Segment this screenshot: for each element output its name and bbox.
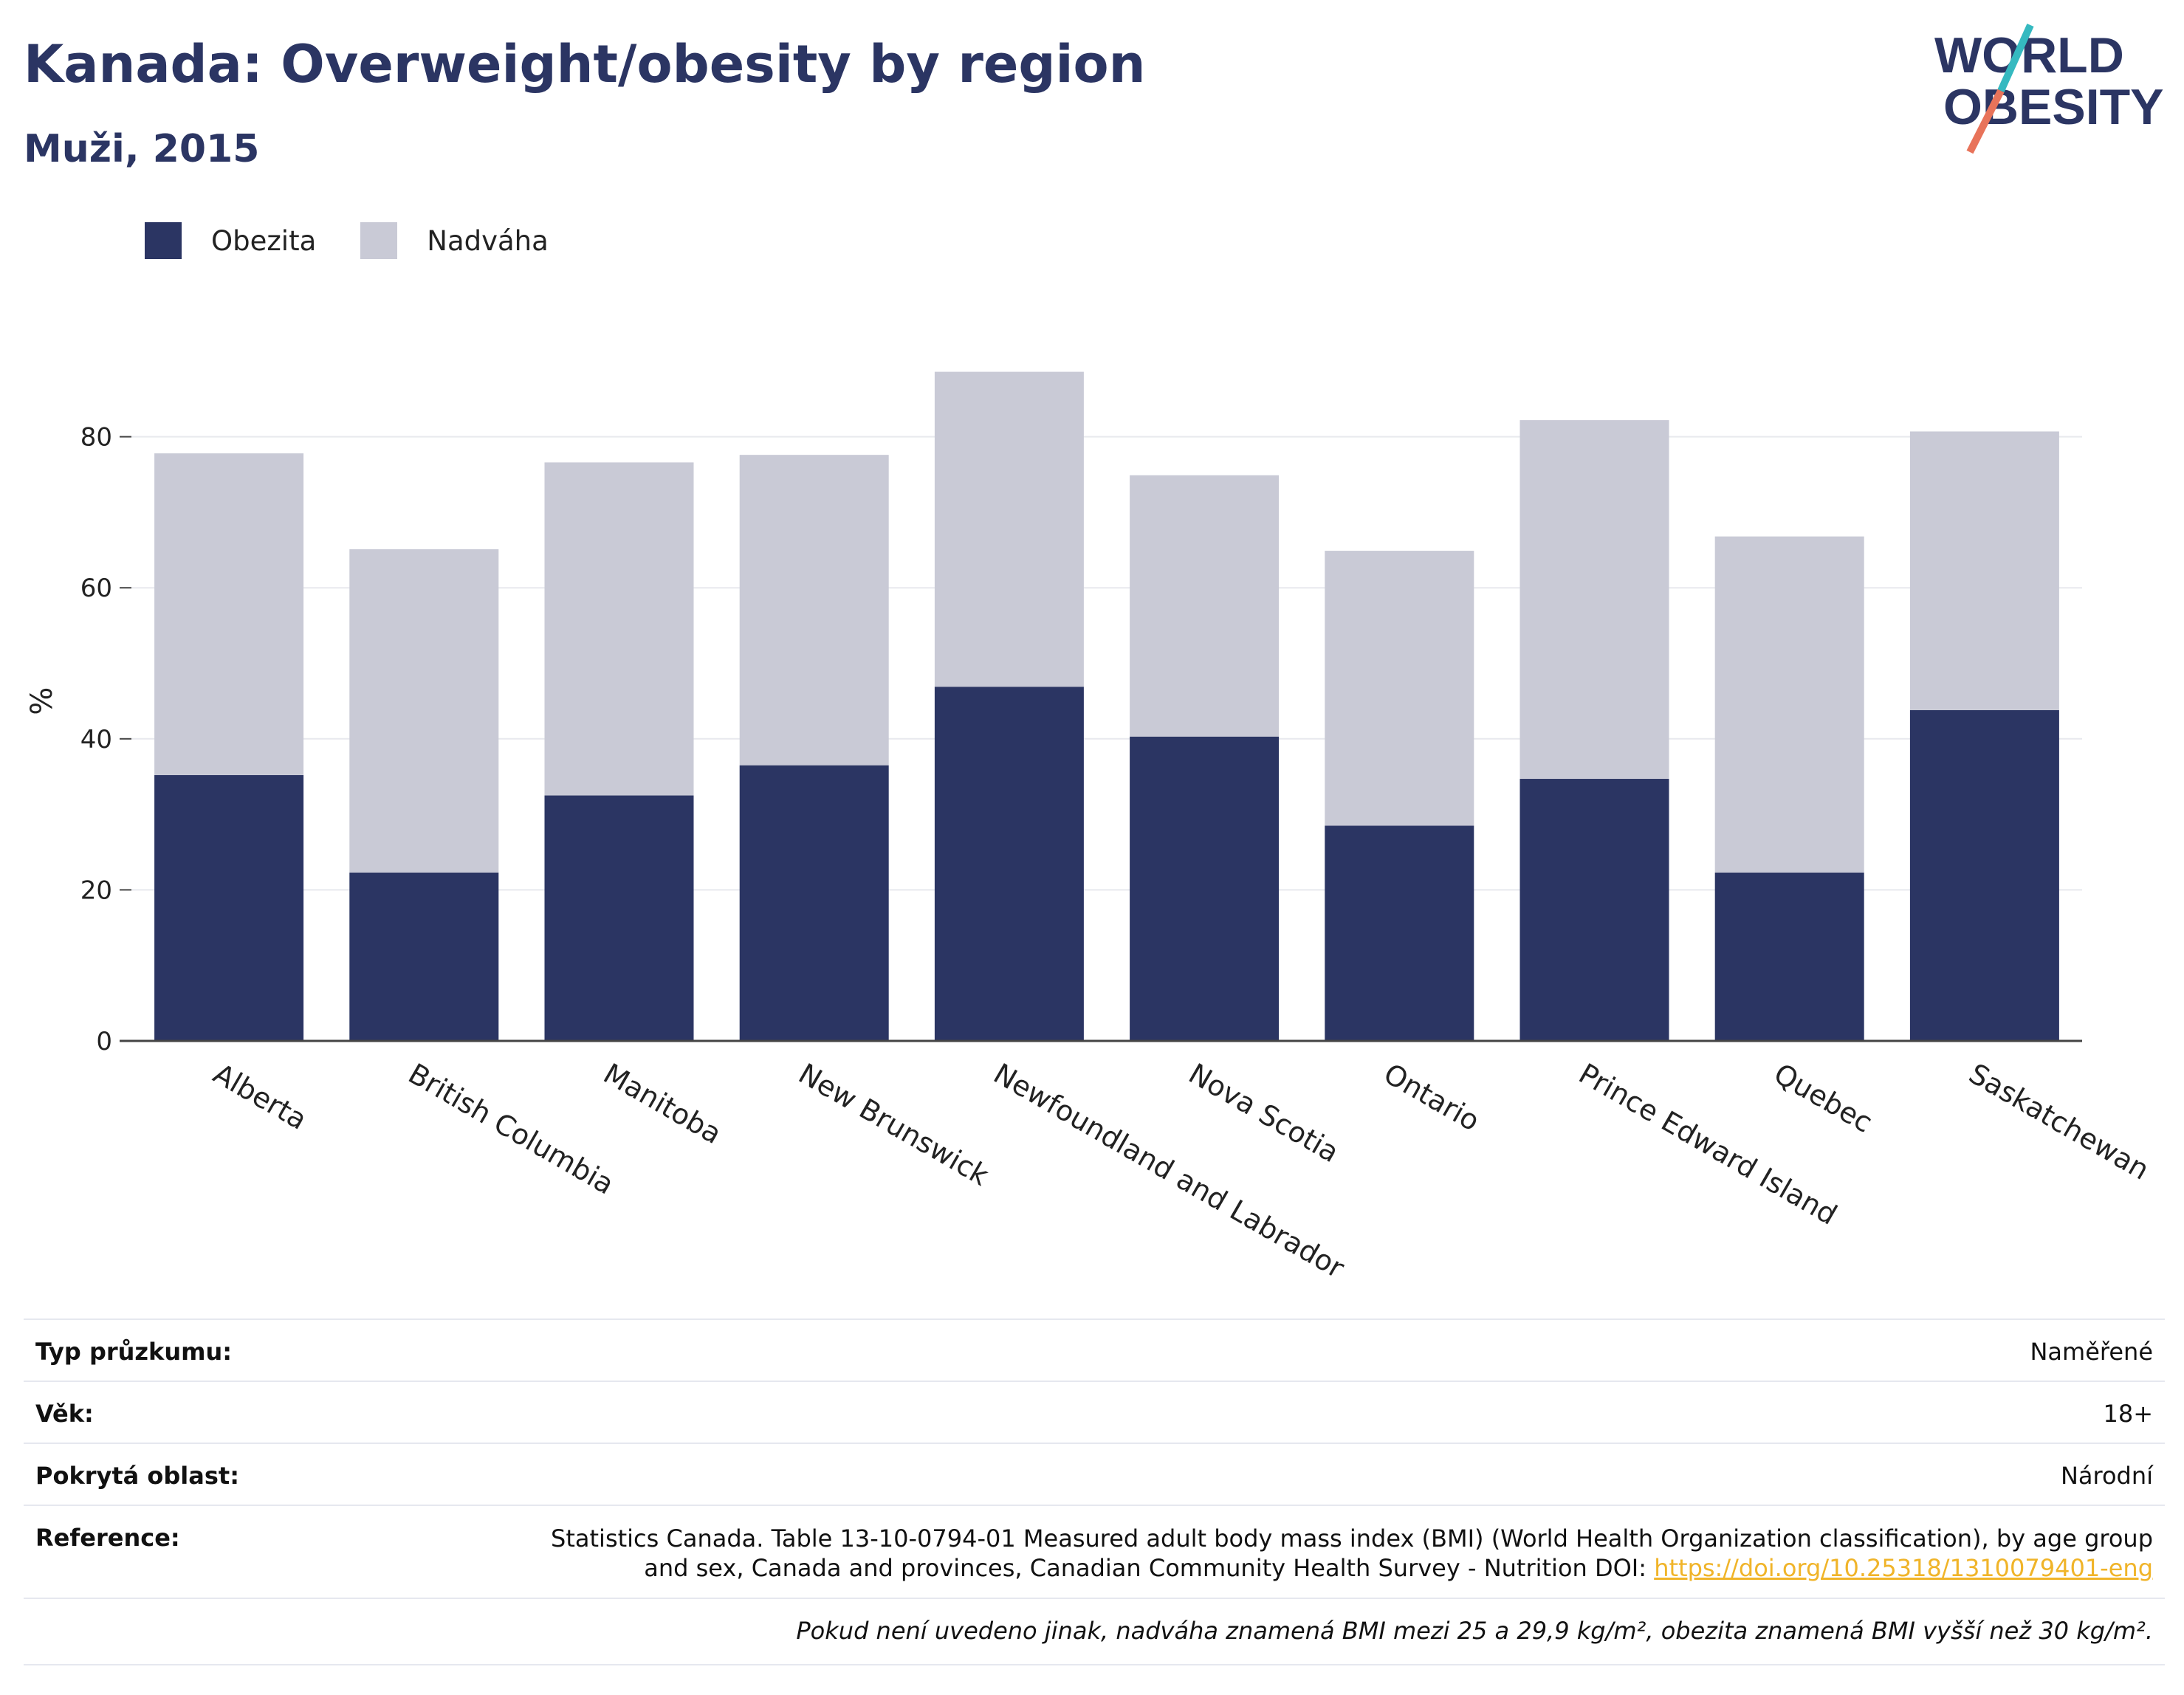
meta-key-age: Věk:: [35, 1400, 94, 1428]
bar-nadvaha: [1714, 536, 1864, 873]
world-obesity-logo: WORLD OBESITY: [1934, 23, 2164, 154]
bar-nadvaha: [349, 549, 499, 873]
bar-obezita: [1325, 825, 1474, 1041]
meta-key-reference: Reference:: [35, 1524, 180, 1552]
bar-nadvaha: [1130, 475, 1280, 737]
meta-key-survey-type: Typ průzkumu:: [35, 1338, 233, 1366]
bar-obezita: [1519, 779, 1669, 1041]
bar-obezita: [739, 765, 889, 1041]
meta-value-coverage: Národní: [2060, 1462, 2153, 1490]
bar-nadvaha: [1909, 431, 2059, 710]
bar-obezita: [934, 687, 1084, 1041]
logo-slash-coral: [1966, 89, 2005, 154]
bar-nadvaha: [1325, 551, 1474, 826]
legend-label-obezita: Obezita: [211, 224, 317, 257]
x-tick-label: British Columbia: [403, 1057, 619, 1201]
x-tick-label: Manitoba: [598, 1057, 727, 1150]
x-tick-label: Newfoundland and Labrador: [988, 1057, 1350, 1285]
bar-nadvaha: [544, 462, 694, 796]
legend-item-obezita[interactable]: Obezita: [145, 222, 316, 259]
chart-legend: Obezita Nadváha: [145, 219, 593, 263]
x-tick-label: Nova Scotia: [1184, 1057, 1345, 1169]
meta-value-reference: Statistics Canada. Table 13-10-0794-01 M…: [529, 1524, 2153, 1583]
y-tick-label: 20: [80, 876, 112, 905]
meta-key-coverage: Pokrytá oblast:: [35, 1462, 239, 1490]
x-tick-label: New Brunswick: [793, 1057, 994, 1192]
bar-obezita: [1130, 736, 1280, 1041]
meta-value-survey-type: Naměřené: [2030, 1338, 2153, 1366]
bmi-footnote: Pokud není uvedeno jinak, nadváha znamen…: [24, 1598, 2165, 1665]
legend-swatch-nadvaha: [360, 222, 398, 259]
meta-row-reference: Reference: Statistics Canada. Table 13-1…: [24, 1505, 2165, 1598]
stacked-bar-chart: 0 20 40 60 80% Alberta British ColumbiaManitob…: [25, 371, 2154, 1285]
logo-slash-teal: [1997, 23, 2034, 93]
x-tick-label: Ontario: [1378, 1057, 1486, 1138]
bar-nadvaha: [1519, 420, 1669, 780]
legend-swatch-obezita: [145, 222, 182, 259]
meta-row-survey-type: Typ průzkumu: Naměřené: [24, 1318, 2165, 1381]
bar-obezita: [154, 774, 304, 1041]
reference-text: Statistics Canada. Table 13-10-0794-01 M…: [551, 1524, 2153, 1582]
x-tick-label: Alberta: [208, 1057, 312, 1136]
x-tick-label: Quebec: [1768, 1057, 1878, 1139]
meta-row-coverage: Pokrytá oblast: Národní: [24, 1443, 2165, 1505]
bar-nadvaha: [739, 455, 889, 766]
meta-row-age: Věk: 18+: [24, 1381, 2165, 1443]
bar-obezita: [349, 872, 499, 1041]
bar-nadvaha: [154, 453, 304, 775]
meta-value-age: 18+: [2103, 1400, 2153, 1428]
y-tick-label: 60: [80, 574, 112, 603]
bar-nadvaha: [934, 371, 1084, 687]
chart-title: Kanada: Overweight/obesity by region: [24, 34, 1146, 94]
y-tick-label: 0: [96, 1027, 112, 1056]
reference-doi-link[interactable]: https://doi.org/10.25318/1310079401-eng: [1654, 1554, 2153, 1582]
y-axis-label: %: [25, 687, 59, 715]
bar-obezita: [1909, 709, 2059, 1041]
bar-obezita: [1714, 872, 1864, 1041]
legend-item-nadvaha[interactable]: Nadváha: [360, 222, 549, 259]
survey-info-table: Typ průzkumu: Naměřené Věk: 18+ Pokrytá …: [24, 1318, 2165, 1665]
legend-label-nadvaha: Nadváha: [427, 224, 549, 257]
logo-text-obesity: OBESITY: [1943, 79, 2164, 135]
y-tick-label: 40: [80, 725, 112, 754]
x-tick-label: Saskatchewan: [1963, 1057, 2154, 1186]
bar-obezita: [544, 795, 694, 1041]
y-tick-label: 80: [80, 423, 112, 453]
chart-subtitle: Muži, 2015: [24, 127, 260, 171]
